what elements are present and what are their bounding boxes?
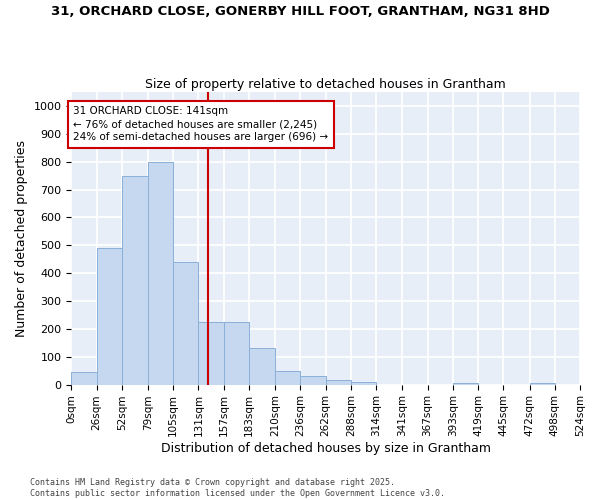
Bar [97, 248, 122, 384]
Bar [530, 383, 555, 384]
Bar [224, 322, 249, 384]
Bar [275, 370, 301, 384]
Bar [173, 262, 199, 384]
Bar [453, 383, 478, 384]
Bar [148, 162, 173, 384]
Bar [71, 372, 97, 384]
Bar [122, 176, 148, 384]
Bar [326, 380, 351, 384]
Text: 31, ORCHARD CLOSE, GONERBY HILL FOOT, GRANTHAM, NG31 8HD: 31, ORCHARD CLOSE, GONERBY HILL FOOT, GR… [50, 5, 550, 18]
Bar [351, 382, 376, 384]
Bar [249, 348, 275, 384]
Y-axis label: Number of detached properties: Number of detached properties [15, 140, 28, 337]
Text: Contains HM Land Registry data © Crown copyright and database right 2025.
Contai: Contains HM Land Registry data © Crown c… [30, 478, 445, 498]
Bar [301, 376, 326, 384]
Text: 31 ORCHARD CLOSE: 141sqm
← 76% of detached houses are smaller (2,245)
24% of sem: 31 ORCHARD CLOSE: 141sqm ← 76% of detach… [73, 106, 328, 142]
Title: Size of property relative to detached houses in Grantham: Size of property relative to detached ho… [145, 78, 506, 91]
X-axis label: Distribution of detached houses by size in Grantham: Distribution of detached houses by size … [161, 442, 491, 455]
Bar [199, 322, 224, 384]
